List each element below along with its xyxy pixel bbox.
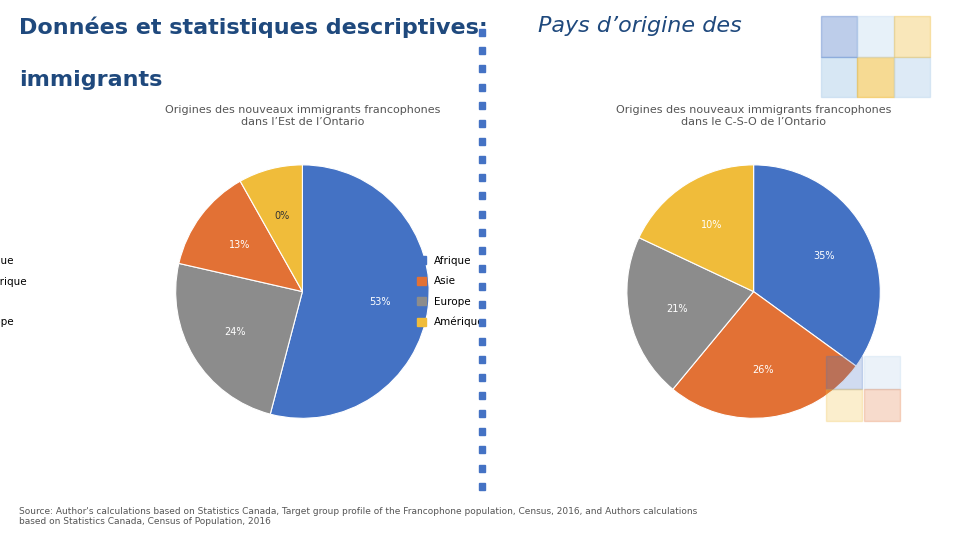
Wedge shape xyxy=(176,264,302,414)
Wedge shape xyxy=(754,165,880,366)
Text: Source: Author's calculations based on Statistics Canada, Target group profile o: Source: Author's calculations based on S… xyxy=(19,507,698,526)
Legend: Afrique, Amérique, Asie, Europe: Afrique, Amérique, Asie, Europe xyxy=(0,256,28,327)
Text: 10%: 10% xyxy=(701,220,722,230)
Wedge shape xyxy=(179,181,302,292)
Wedge shape xyxy=(639,165,754,292)
Text: 53%: 53% xyxy=(370,296,391,307)
Text: 0%: 0% xyxy=(275,211,290,221)
Text: 13%: 13% xyxy=(228,240,251,249)
Title: Origines des nouveaux immigrants francophones
dans l’Est de l’Ontario: Origines des nouveaux immigrants francop… xyxy=(165,105,440,127)
Wedge shape xyxy=(271,165,429,418)
Text: 24%: 24% xyxy=(225,327,246,338)
Wedge shape xyxy=(240,165,302,292)
Text: 26%: 26% xyxy=(753,364,774,375)
Legend: Afrique, Asie, Europe, Amérique: Afrique, Asie, Europe, Amérique xyxy=(417,256,485,327)
Text: 35%: 35% xyxy=(813,251,834,261)
Text: 21%: 21% xyxy=(666,303,687,314)
Wedge shape xyxy=(673,292,856,418)
Text: Données et statistiques descriptives:: Données et statistiques descriptives: xyxy=(19,16,488,38)
Title: Origines des nouveaux immigrants francophones
dans le C-S-O de l’Ontario: Origines des nouveaux immigrants francop… xyxy=(616,105,891,127)
Text: Pays d’origine des: Pays d’origine des xyxy=(538,16,741,36)
Text: immigrants: immigrants xyxy=(19,70,162,90)
Wedge shape xyxy=(627,238,754,389)
